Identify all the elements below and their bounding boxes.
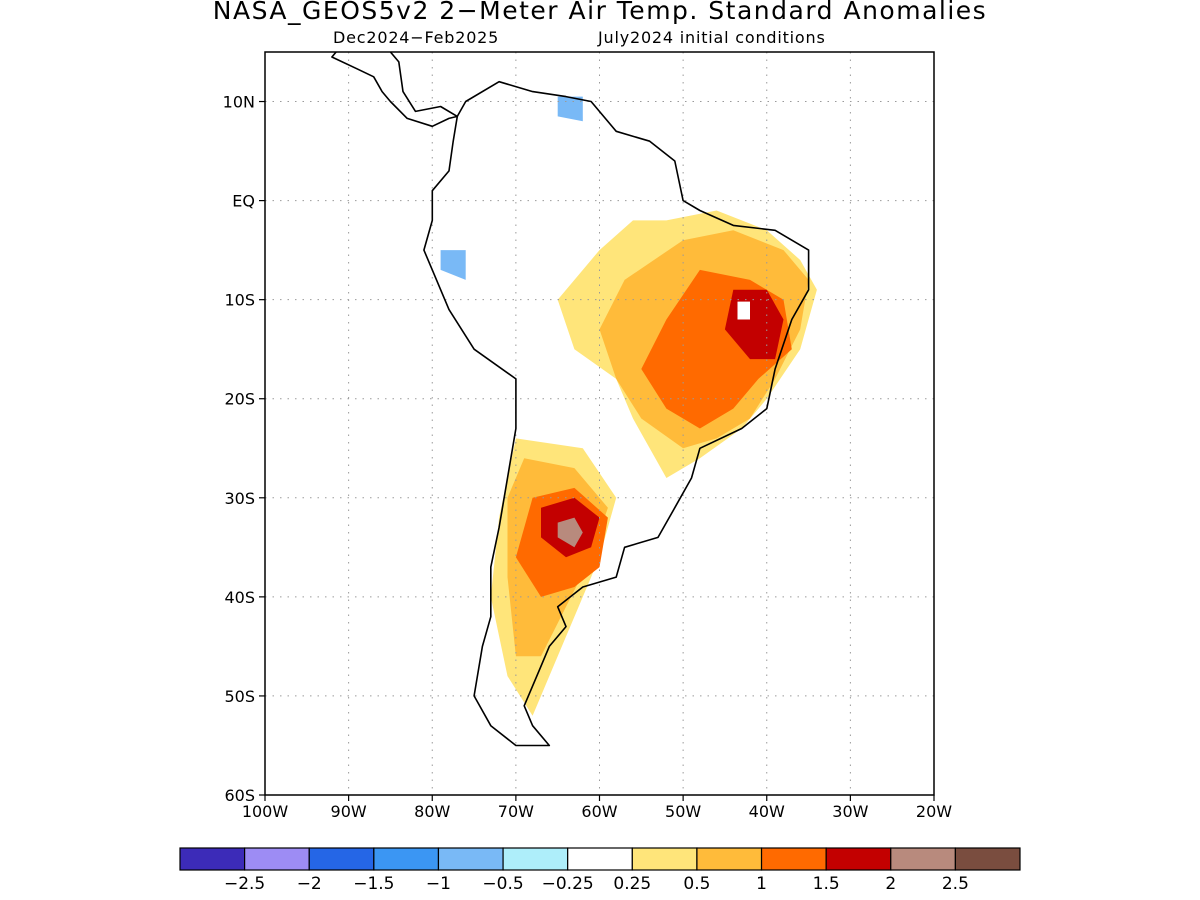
anomaly-regions (440, 96, 817, 716)
colorbar-bin-1 (244, 847, 310, 871)
anomaly-region-10 (440, 250, 466, 280)
colorbar-label-1: −2 (297, 874, 322, 894)
chart-subtitle-period: Dec2024−Feb2025 (333, 28, 500, 47)
lon-tick-label-8: 20W (916, 802, 952, 821)
colorbar-label-8: 1 (756, 874, 767, 894)
anomaly-region-9 (737, 301, 750, 320)
colorbar-label-11: 2.5 (942, 874, 969, 894)
colorbar-bin-10 (825, 847, 892, 871)
lon-tick-label-5: 50W (665, 802, 701, 821)
lat-tick-label-0: 10N (223, 93, 255, 112)
colorbar-bin-12 (954, 847, 1021, 871)
coastlines (331, 52, 810, 747)
map-frame (264, 51, 935, 796)
colorbar-label-6: 0.25 (613, 874, 651, 894)
chart-title: NASA_GEOS5v2 2−Meter Air Temp. Standard … (212, 0, 988, 25)
colorbar-bin-5 (502, 847, 569, 871)
colorbar-bin-6 (567, 847, 633, 871)
lat-tick-label-6: 50S (224, 687, 255, 706)
colorbar-bin-9 (760, 847, 827, 871)
colorbar-bin-11 (890, 847, 956, 871)
colorbar-label-9: 1.5 (813, 874, 840, 894)
lon-tick-label-4: 60W (581, 802, 617, 821)
colorbar-label-2: −1.5 (353, 874, 394, 894)
colorbar-bin-4 (437, 847, 504, 871)
lat-tick-label-3: 20S (224, 390, 255, 409)
lon-tick-label-0: 100W (242, 802, 289, 821)
grid-lines (265, 52, 934, 795)
lon-tick-label-6: 40W (749, 802, 785, 821)
coastline-central-america (331, 52, 459, 128)
colorbar: −2.5 −2 −1.5 −1 −0.5 −0.25 0.25 0.5 1 1.5 2 2.5 (179, 847, 1021, 894)
anomaly-region-11 (557, 96, 583, 122)
lat-tick-label-1: EQ (232, 192, 255, 211)
lon-tick-label-7: 30W (832, 802, 868, 821)
colorbar-label-7: 0.5 (683, 874, 710, 894)
colorbar-label-3: −1 (426, 874, 451, 894)
colorbar-label-10: 2 (885, 874, 896, 894)
colorbar-label-4: −0.5 (482, 874, 523, 894)
colorbar-bin-2 (308, 847, 375, 871)
chart-subtitle-init: July2024 initial conditions (598, 28, 826, 47)
colorbar-label-0: −2.5 (224, 874, 265, 894)
colorbar-bin-3 (373, 847, 440, 871)
coastline-south-america (423, 80, 810, 747)
lat-tick-label-4: 30S (224, 489, 255, 508)
lat-tick-label-7: 60S (224, 786, 255, 805)
lon-tick-label-3: 70W (498, 802, 534, 821)
colorbar-bin-0 (179, 847, 246, 871)
lat-tick-label-2: 10S (224, 291, 255, 310)
colorbar-label-5: −0.25 (542, 874, 594, 894)
axis-ticks: 100W 90W 80W 70W 60W 50W 40W 30W 20W 10N EQ 10S 20S 3… (223, 93, 953, 821)
colorbar-bin-7 (631, 847, 698, 871)
lon-tick-label-1: 90W (331, 802, 367, 821)
lat-tick-label-5: 40S (224, 588, 255, 607)
anomaly-region-8 (557, 517, 583, 548)
colorbar-bin-8 (696, 847, 763, 871)
lon-tick-label-2: 80W (414, 802, 450, 821)
